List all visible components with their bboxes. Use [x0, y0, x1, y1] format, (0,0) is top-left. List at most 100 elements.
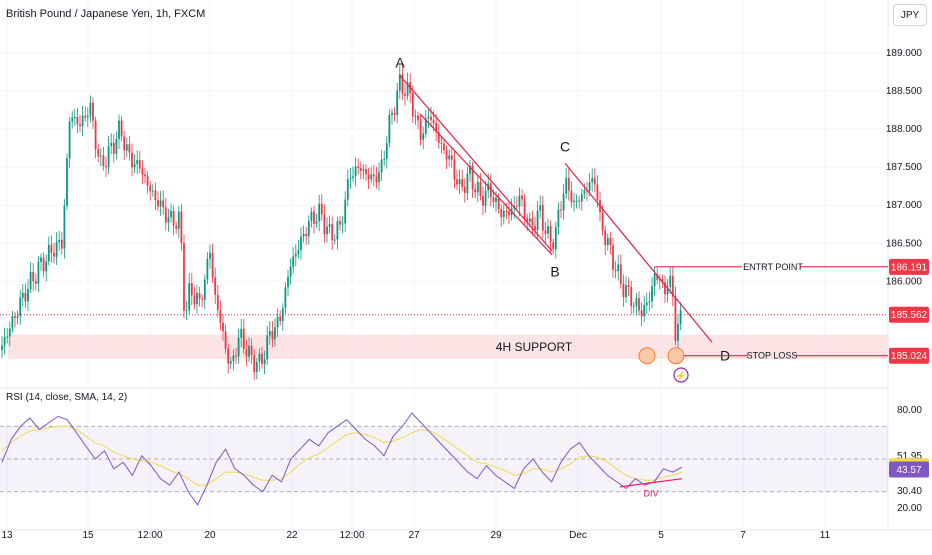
candle-body	[617, 264, 620, 272]
candle-body	[557, 209, 560, 228]
candle-body	[144, 174, 146, 177]
candle-body	[214, 277, 217, 295]
candle-body	[287, 276, 289, 288]
candle-body	[281, 307, 284, 321]
candle-body	[1, 345, 3, 350]
candle-body	[112, 142, 115, 154]
candle-body	[339, 221, 341, 225]
candle-body	[253, 355, 256, 373]
candle-body	[279, 316, 282, 321]
candle-body	[209, 252, 211, 259]
candle-body	[14, 315, 16, 318]
candle-body	[656, 274, 659, 280]
rsi-tick-label: 80.00	[897, 405, 922, 416]
price-marker-label: 185.024	[891, 351, 928, 362]
currency-button[interactable]: JPY	[893, 4, 927, 26]
candle-body	[162, 200, 165, 208]
candle-body	[151, 190, 154, 192]
candle-body	[593, 178, 596, 185]
candle-body	[367, 174, 370, 180]
candle-body	[50, 244, 53, 253]
rsi-line	[1, 412, 683, 506]
candle-body	[92, 102, 94, 121]
candle-body	[471, 165, 474, 190]
support-zone	[8, 334, 888, 360]
candle-body	[453, 159, 456, 180]
candle-body	[172, 210, 175, 226]
candle-body	[110, 142, 113, 146]
candle-body	[669, 275, 672, 287]
candle-body	[580, 193, 583, 202]
candle-body	[245, 349, 248, 357]
candle-body	[531, 218, 534, 226]
candle-body	[136, 160, 139, 165]
candle-body	[27, 288, 29, 302]
candle-body	[146, 176, 149, 186]
candle-body	[60, 239, 63, 249]
trend-line-ab-upper	[399, 75, 553, 252]
candle-body	[549, 226, 552, 243]
candle-body	[430, 116, 432, 121]
candle-body	[211, 252, 214, 278]
candle-body	[619, 264, 622, 284]
candle-body	[149, 185, 152, 192]
candle-body	[177, 211, 180, 229]
candle-body	[292, 256, 295, 267]
candle-body	[677, 323, 679, 341]
candle-body	[102, 155, 105, 167]
candle-body	[518, 195, 521, 207]
price-tick-label: 187.500	[886, 162, 923, 173]
candle-body	[417, 115, 419, 121]
candle-body	[567, 178, 570, 191]
candle-body	[479, 181, 482, 196]
candle-body	[159, 200, 162, 207]
candle-body	[476, 181, 479, 193]
candle-body	[398, 74, 401, 91]
time-tick-label: 5	[658, 530, 664, 541]
candle-body	[255, 361, 258, 373]
candle-body	[53, 252, 55, 257]
time-tick-label: 20	[204, 530, 216, 541]
candle-body	[284, 287, 287, 308]
candle-body	[638, 298, 640, 311]
candle-body	[653, 274, 656, 287]
candle-body	[180, 211, 183, 244]
candle-body	[474, 189, 477, 193]
candle-body	[422, 133, 425, 140]
candle-body	[411, 93, 414, 117]
candle-body	[79, 124, 81, 127]
candle-body	[115, 139, 118, 154]
time-tick-label: 15	[82, 530, 94, 541]
candle-body	[55, 241, 58, 257]
candle-body	[37, 261, 40, 284]
price-tick-label: 187.000	[886, 200, 923, 211]
candle-body	[175, 225, 178, 229]
candle-body	[565, 178, 568, 194]
candle-body	[383, 158, 386, 160]
candle-body	[440, 142, 443, 144]
candle-body	[128, 144, 131, 153]
stop-loss-label: STOP LOSS	[747, 351, 798, 361]
candle-body	[294, 253, 297, 257]
candle-body	[679, 310, 682, 324]
support-zone-label: 4H SUPPORT	[496, 340, 573, 354]
candle-body	[203, 279, 206, 300]
candle-body	[305, 233, 308, 237]
candle-body	[167, 217, 170, 223]
price-marker-bg	[889, 347, 929, 364]
candle-body	[11, 315, 14, 329]
candle-body	[536, 210, 539, 231]
rsi-value-marker-bg	[889, 461, 929, 478]
time-tick-label: 11	[820, 530, 831, 541]
time-tick-label: 7	[740, 530, 746, 541]
candle-body	[157, 200, 159, 207]
candle-body	[627, 285, 630, 287]
candle-body	[482, 195, 484, 206]
candle-body	[222, 322, 224, 332]
candle-body	[635, 298, 638, 307]
candle-body	[268, 331, 271, 336]
candle-body	[643, 305, 646, 317]
candle-body	[505, 210, 508, 212]
candle-body	[206, 258, 209, 280]
candle-body	[404, 93, 406, 96]
